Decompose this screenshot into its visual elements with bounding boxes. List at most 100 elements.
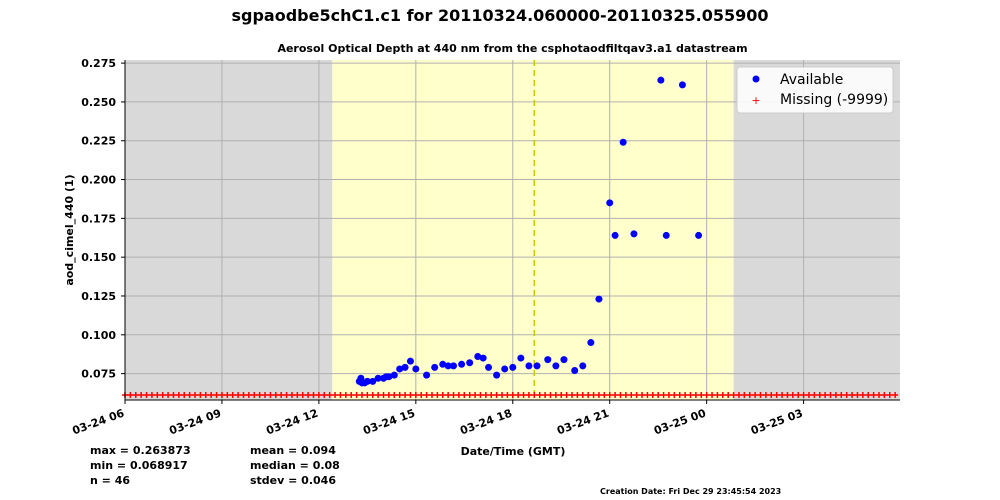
- available-point: [560, 356, 568, 364]
- available-point: [509, 363, 517, 371]
- legend-available-marker: [752, 75, 760, 83]
- available-point: [385, 373, 393, 381]
- available-point: [552, 362, 560, 370]
- available-point: [606, 199, 614, 207]
- night-shade-right: [733, 60, 900, 400]
- missing-point: [445, 392, 452, 398]
- missing-point: [358, 392, 365, 398]
- legend: Available + Missing (-9999): [736, 66, 894, 114]
- legend-missing-marker: +: [751, 94, 760, 107]
- available-point: [662, 231, 670, 239]
- available-point: [678, 81, 686, 89]
- missing-point: [563, 392, 570, 398]
- missing-point: [843, 392, 850, 398]
- y-tick-label: 0.075: [81, 368, 116, 381]
- missing-point: [892, 392, 899, 398]
- missing-point: [886, 392, 893, 398]
- missing-point: [138, 392, 145, 398]
- available-point: [363, 377, 371, 385]
- missing-point: [520, 392, 527, 398]
- legend-box: [736, 66, 894, 114]
- y-tick-label: 0.250: [81, 96, 116, 109]
- missing-point: [655, 392, 662, 398]
- missing-point: [644, 392, 651, 398]
- missing-point: [703, 392, 710, 398]
- missing-point: [822, 392, 829, 398]
- missing-point: [665, 392, 672, 398]
- missing-point: [542, 392, 549, 398]
- missing-point: [348, 392, 355, 398]
- available-point: [517, 354, 525, 362]
- missing-point: [741, 392, 748, 398]
- missing-point: [881, 392, 888, 398]
- y-tick-label: 0.150: [81, 251, 116, 264]
- chart-title: sgpaodbe5chC1.c1 for 20110324.060000-201…: [231, 6, 769, 25]
- missing-point: [865, 392, 872, 398]
- missing-point: [407, 392, 414, 398]
- missing-point: [396, 392, 403, 398]
- x-tick-label: 03-25 03: [749, 407, 804, 438]
- y-tick-labels: 0.075 0.100 0.125 0.150 0.175 0.200 0.225 0.250…: [81, 57, 116, 381]
- available-point: [466, 359, 474, 367]
- y-tick-label: 0.225: [81, 135, 116, 148]
- available-point: [501, 365, 509, 373]
- missing-point: [170, 392, 177, 398]
- missing-point: [590, 392, 597, 398]
- missing-point: [757, 392, 764, 398]
- stat-stdev: stdev = 0.046: [250, 474, 336, 487]
- available-point: [396, 365, 404, 373]
- missing-point: [245, 392, 252, 398]
- missing-point: [412, 392, 419, 398]
- missing-point: [175, 392, 182, 398]
- missing-point: [342, 392, 349, 398]
- missing-point: [493, 392, 500, 398]
- missing-point: [676, 392, 683, 398]
- missing-point: [143, 392, 150, 398]
- stat-n: n = 46: [90, 474, 131, 487]
- missing-point: [385, 392, 392, 398]
- missing-point: [698, 392, 705, 398]
- y-tick-label: 0.275: [81, 57, 116, 70]
- missing-point: [477, 392, 484, 398]
- missing-point: [132, 392, 139, 398]
- available-point: [657, 76, 665, 84]
- missing-point: [752, 392, 759, 398]
- available-point: [474, 353, 482, 361]
- missing-point: [165, 392, 172, 398]
- missing-point: [428, 392, 435, 398]
- missing-point: [423, 392, 430, 398]
- missing-point: [455, 392, 462, 398]
- missing-point: [849, 392, 856, 398]
- missing-point: [353, 392, 360, 398]
- missing-point: [321, 392, 328, 398]
- missing-point: [515, 392, 522, 398]
- missing-point: [439, 392, 446, 398]
- missing-point: [682, 392, 689, 398]
- missing-point: [461, 392, 468, 398]
- missing-point: [838, 392, 845, 398]
- missing-point: [714, 392, 721, 398]
- available-point: [493, 371, 501, 379]
- missing-point: [569, 392, 576, 398]
- available-point: [390, 371, 398, 379]
- missing-point: [633, 392, 640, 398]
- missing-point: [364, 392, 371, 398]
- missing-point: [558, 392, 565, 398]
- available-point: [571, 367, 579, 375]
- available-point: [619, 138, 627, 146]
- missing-point: [159, 392, 166, 398]
- missing-point: [218, 392, 225, 398]
- missing-point: [811, 392, 818, 398]
- missing-point: [278, 392, 285, 398]
- available-point: [630, 230, 638, 238]
- missing-point: [730, 392, 737, 398]
- available-point: [450, 362, 458, 370]
- available-point: [423, 371, 431, 379]
- missing-point: [326, 392, 333, 398]
- axes: [124, 60, 900, 401]
- missing-point: [531, 392, 538, 398]
- missing-point: [450, 392, 457, 398]
- missing-point: [649, 392, 656, 398]
- x-tick-label: 03-24 12: [264, 407, 319, 438]
